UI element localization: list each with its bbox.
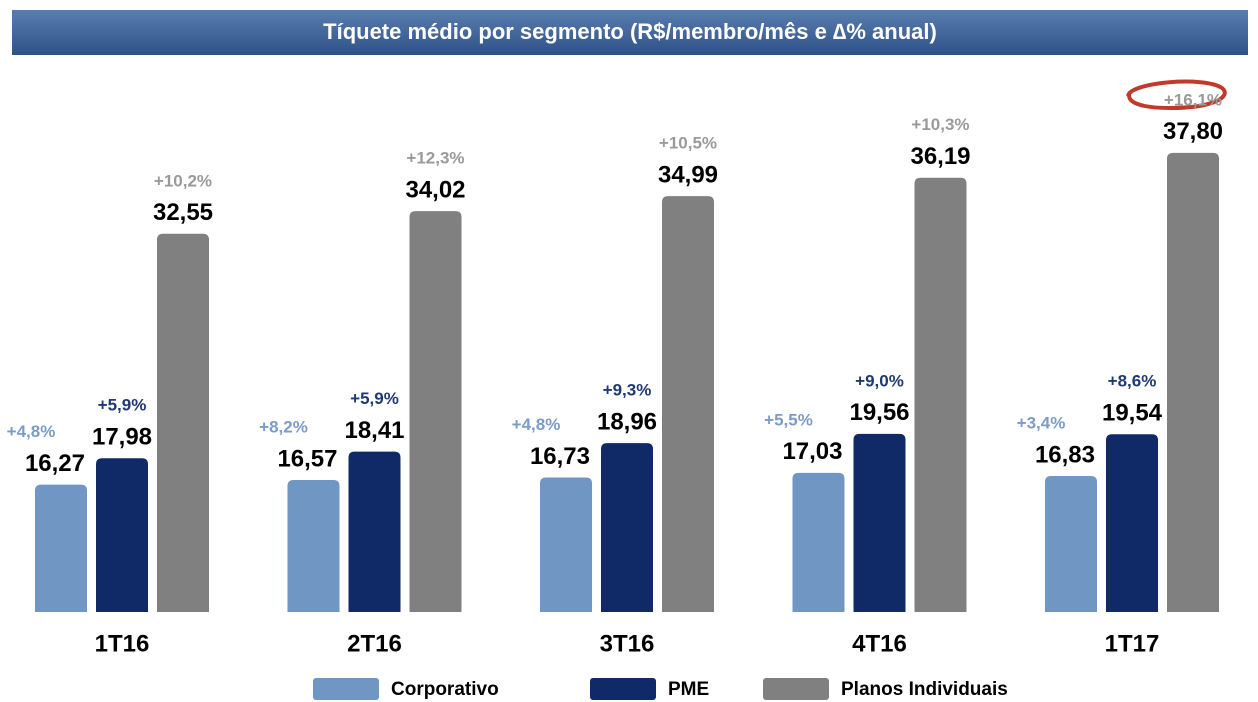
bar: [157, 233, 209, 613]
growth-label: +10,3%: [911, 115, 969, 134]
bar: [35, 484, 87, 612]
legend-label: PME: [668, 679, 709, 700]
bar: [540, 477, 592, 612]
x-tick-label: 3T16: [600, 630, 655, 657]
growth-label: +10,2%: [154, 171, 212, 190]
growth-label: +4,8%: [7, 422, 56, 441]
value-label: 18,96: [597, 408, 657, 435]
value-label: 19,54: [1102, 400, 1163, 427]
legend-label: Corporativo: [391, 679, 499, 700]
value-label: 16,83: [1035, 441, 1095, 468]
growth-label: +8,2%: [259, 417, 308, 436]
value-label: 37,80: [1163, 118, 1223, 145]
legend-swatch: [313, 678, 379, 700]
growth-label: +9,0%: [855, 371, 904, 390]
value-label: 18,41: [344, 417, 404, 444]
bar: [1106, 434, 1158, 612]
bar: [287, 479, 340, 612]
x-tick-label: 1T16: [95, 630, 150, 657]
value-label: 36,19: [910, 143, 970, 170]
growth-label: +3,4%: [1017, 413, 1066, 432]
legend-swatch: [763, 678, 829, 700]
value-label: 17,03: [782, 438, 842, 465]
growth-label: +9,3%: [603, 381, 652, 400]
bar: [1045, 475, 1097, 612]
legend-swatch: [590, 678, 656, 700]
bar: [853, 433, 906, 612]
value-label: 19,56: [849, 399, 909, 426]
bar: [409, 211, 462, 612]
legend-label: Planos Individuais: [841, 679, 1008, 700]
title-banner: [12, 10, 1248, 55]
value-label: 17,98: [92, 424, 152, 451]
value-label: 34,02: [405, 176, 465, 203]
bar: [662, 196, 714, 613]
value-label: 16,73: [530, 443, 590, 470]
growth-label: +16,1%: [1164, 90, 1222, 109]
growth-label: +10,5%: [659, 134, 717, 153]
value-label: 34,99: [658, 162, 718, 189]
growth-label: +5,9%: [350, 389, 399, 408]
x-tick-label: 2T16: [347, 630, 402, 657]
highlight-ring: [1126, 79, 1227, 111]
chart-title: Tíquete médio por segmento (R$/membro/mê…: [323, 19, 937, 44]
bar: [792, 472, 845, 612]
bar: [1167, 152, 1219, 613]
growth-label: +5,5%: [764, 410, 813, 429]
x-tick-label: 1T17: [1105, 630, 1160, 657]
x-tick-label: 4T16: [852, 630, 907, 657]
bar: [914, 177, 967, 612]
bar: [348, 451, 401, 612]
growth-label: +5,9%: [98, 396, 147, 415]
bar: [601, 443, 653, 612]
growth-label: +8,6%: [1108, 372, 1157, 391]
growth-label: +4,8%: [512, 415, 561, 434]
growth-label: +12,3%: [406, 149, 464, 168]
value-label: 16,57: [277, 445, 337, 472]
bar: [96, 458, 148, 612]
value-label: 32,55: [153, 199, 213, 226]
value-label: 16,27: [25, 450, 85, 477]
